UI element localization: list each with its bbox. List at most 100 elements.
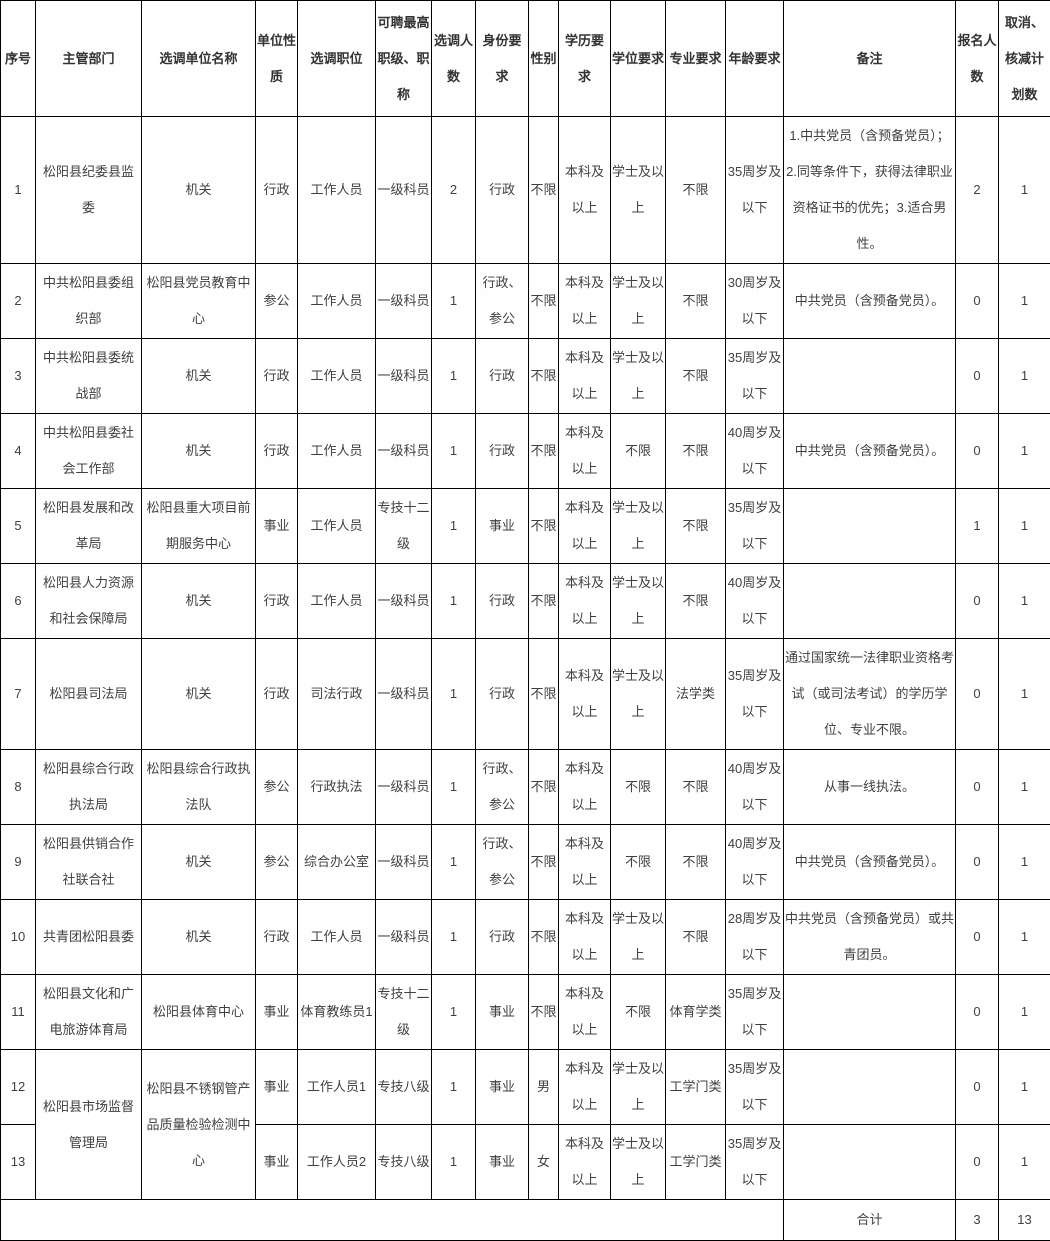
table-cell: 事业	[476, 975, 529, 1050]
table-cell: 一级科员	[376, 639, 432, 750]
table-cell: 35周岁及以下	[726, 1125, 784, 1200]
table-cell: 事业	[256, 1050, 298, 1125]
table-cell: 28周岁及以下	[726, 900, 784, 975]
table-cell: 行政	[256, 414, 298, 489]
table-cell: 松阳县综合行政执法局	[36, 750, 142, 825]
table-cell: 1	[432, 975, 476, 1050]
table-cell: 中共党员（含预备党员）。	[784, 414, 956, 489]
table-cell: 1	[432, 1050, 476, 1125]
table-cell: 中共松阳县委社会工作部	[36, 414, 142, 489]
table-cell: 不限	[666, 414, 726, 489]
table-cell: 1	[999, 975, 1050, 1050]
table-cell: 不限	[666, 117, 726, 264]
table-cell: 松阳县文化和广电旅游体育局	[36, 975, 142, 1050]
table-cell: 40周岁及以下	[726, 750, 784, 825]
table-cell: 不限	[529, 414, 559, 489]
table-cell	[784, 1050, 956, 1125]
table-cell: 1	[999, 1125, 1050, 1200]
table-cell: 1	[432, 900, 476, 975]
table-cell: 1	[999, 825, 1050, 900]
table-cell: 1	[432, 639, 476, 750]
table-cell: 松阳县重大项目前期服务中心	[142, 489, 256, 564]
table-cell: 中共松阳县委组织部	[36, 264, 142, 339]
table-cell: 松阳县不锈钢管产品质量检验检测中心	[142, 1050, 256, 1200]
table-cell	[784, 564, 956, 639]
table-cell: 1	[432, 339, 476, 414]
table-cell: 35周岁及以下	[726, 117, 784, 264]
table-cell: 工作人员	[298, 339, 376, 414]
table-cell: 行政	[256, 564, 298, 639]
table-cell: 行政	[476, 117, 529, 264]
table-cell: 0	[956, 825, 999, 900]
table-cell: 本科及以上	[559, 564, 611, 639]
column-header-major: 专业要求	[666, 1, 726, 117]
table-cell: 1	[999, 489, 1050, 564]
table-cell: 学士及以上	[611, 639, 666, 750]
table-cell: 行政	[476, 414, 529, 489]
table-cell: 1	[999, 117, 1050, 264]
table-cell: 中共党员（含预备党员）或共青团员。	[784, 900, 956, 975]
table-cell: 松阳县司法局	[36, 639, 142, 750]
table-cell: 本科及以上	[559, 414, 611, 489]
table-cell: 1	[999, 639, 1050, 750]
table-cell: 机关	[142, 900, 256, 975]
table-cell: 本科及以上	[559, 489, 611, 564]
table-cell: 1	[999, 1050, 1050, 1125]
table-cell: 学士及以上	[611, 264, 666, 339]
table-cell: 工作人员	[298, 264, 376, 339]
table-cell: 行政	[256, 639, 298, 750]
table-cell: 10	[1, 900, 36, 975]
table-header: 序号 主管部门 选调单位名称 单位性质 选调职位 可聘最高职级、职称 选调人数 …	[1, 1, 1050, 117]
table-cell: 1	[999, 900, 1050, 975]
table-cell: 0	[956, 564, 999, 639]
table-cell: 本科及以上	[559, 639, 611, 750]
table-cell: 1	[432, 1125, 476, 1200]
table-cell: 事业	[256, 1125, 298, 1200]
table-cell: 0	[956, 264, 999, 339]
table-cell: 6	[1, 564, 36, 639]
table-cell: 一级科员	[376, 414, 432, 489]
table-cell: 35周岁及以下	[726, 639, 784, 750]
table-cell: 法学类	[666, 639, 726, 750]
table-cell: 松阳县党员教育中心	[142, 264, 256, 339]
table-cell: 一级科员	[376, 339, 432, 414]
table-cell: 不限	[529, 900, 559, 975]
table-cell: 不限	[529, 339, 559, 414]
table-cell: 1	[432, 825, 476, 900]
table-cell: 学士及以上	[611, 489, 666, 564]
column-header-department: 主管部门	[36, 1, 142, 117]
table-cell: 行政	[256, 117, 298, 264]
table-cell: 一级科员	[376, 117, 432, 264]
table-cell: 事业	[476, 1050, 529, 1125]
total-cancelled: 13	[999, 1200, 1050, 1241]
table-cell: 松阳县人力资源和社会保障局	[36, 564, 142, 639]
table-cell: 40周岁及以下	[726, 825, 784, 900]
table-cell: 本科及以上	[559, 339, 611, 414]
column-header-education: 学历要求	[559, 1, 611, 117]
table-cell: 不限	[611, 975, 666, 1050]
table-cell: 本科及以上	[559, 117, 611, 264]
table-cell	[784, 339, 956, 414]
table-cell: 专技十二级	[376, 975, 432, 1050]
table-cell: 机关	[142, 117, 256, 264]
table-cell: 11	[1, 975, 36, 1050]
table-cell: 不限	[611, 414, 666, 489]
table-cell: 专技八级	[376, 1125, 432, 1200]
table-cell: 行政	[256, 900, 298, 975]
table-cell: 机关	[142, 825, 256, 900]
table-cell: 参公	[256, 264, 298, 339]
table-cell: 1	[999, 750, 1050, 825]
table-cell: 不限	[529, 489, 559, 564]
table-cell: 松阳县市场监督管理局	[36, 1050, 142, 1200]
table-cell: 行政	[476, 564, 529, 639]
table-cell: 工作人员2	[298, 1125, 376, 1200]
table-cell: 学士及以上	[611, 900, 666, 975]
table-cell: 综合办公室	[298, 825, 376, 900]
table-cell: 12	[1, 1050, 36, 1125]
table-cell: 学士及以上	[611, 1125, 666, 1200]
table-cell: 女	[529, 1125, 559, 1200]
